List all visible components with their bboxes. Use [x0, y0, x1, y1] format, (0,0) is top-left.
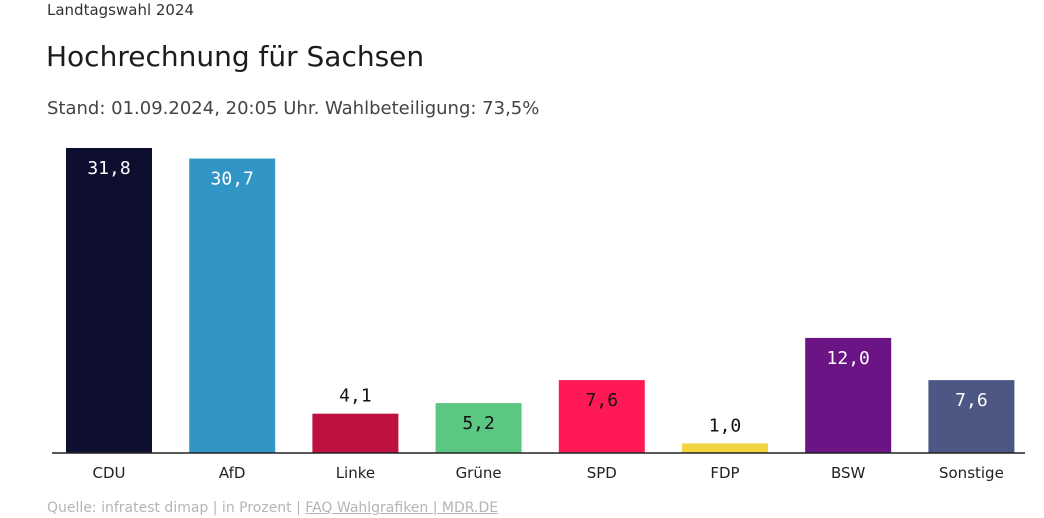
value-label-grüne: 5,2 [462, 413, 495, 434]
category-label-fdp: FDP [710, 464, 739, 482]
kicker-text: Landtagswahl 2024 [47, 1, 195, 19]
value-label-bsw: 12,0 [827, 348, 870, 369]
chart-footer: Quelle: infratest dimap | in Prozent | F… [47, 500, 498, 516]
bar-bsw [805, 337, 892, 453]
category-label-bsw: BSW [831, 464, 866, 482]
category-label-cdu: CDU [92, 464, 125, 482]
bar-linke [312, 413, 399, 453]
value-label-spd: 7,6 [586, 390, 619, 411]
source-text: Quelle: infratest dimap | in Prozent | [47, 500, 301, 516]
category-label-afd: AfD [219, 464, 246, 482]
value-label-cdu: 31,8 [87, 158, 130, 179]
value-label-fdp: 1,0 [709, 415, 742, 436]
category-label-linke: Linke [336, 464, 375, 482]
value-label-sonstige: 7,6 [955, 390, 988, 411]
bar-afd [189, 158, 276, 454]
bar-chart: 31,8 30,7 4,1 5,2 7,6 1,0 12,0 7,6 CDU AfD Linke G… [52, 148, 1025, 482]
bar-fdp [682, 443, 768, 453]
bar-grüne [435, 403, 522, 453]
bar-sonstige [928, 380, 1015, 453]
bar-spd [558, 380, 645, 453]
category-label-grüne: Grüne [456, 464, 502, 482]
chart-subtitle: Stand: 01.09.2024, 20:05 Uhr. Wahlbeteil… [47, 98, 540, 119]
category-label-sonstige: Sonstige [939, 464, 1004, 482]
category-label-spd: SPD [587, 464, 617, 482]
value-label-linke: 4,1 [339, 386, 372, 407]
bars-group: 31,8 30,7 4,1 5,2 7,6 1,0 12,0 7,6 [66, 148, 1015, 454]
value-label-afd: 30,7 [211, 169, 254, 190]
bar-cdu [66, 148, 152, 453]
faq-link[interactable]: FAQ Wahlgrafiken | MDR.DE [305, 500, 499, 516]
category-labels-group: CDU AfD Linke Grüne SPD FDP BSW Sonstige [92, 464, 1003, 482]
chart-title: Hochrechnung für Sachsen [46, 40, 425, 73]
